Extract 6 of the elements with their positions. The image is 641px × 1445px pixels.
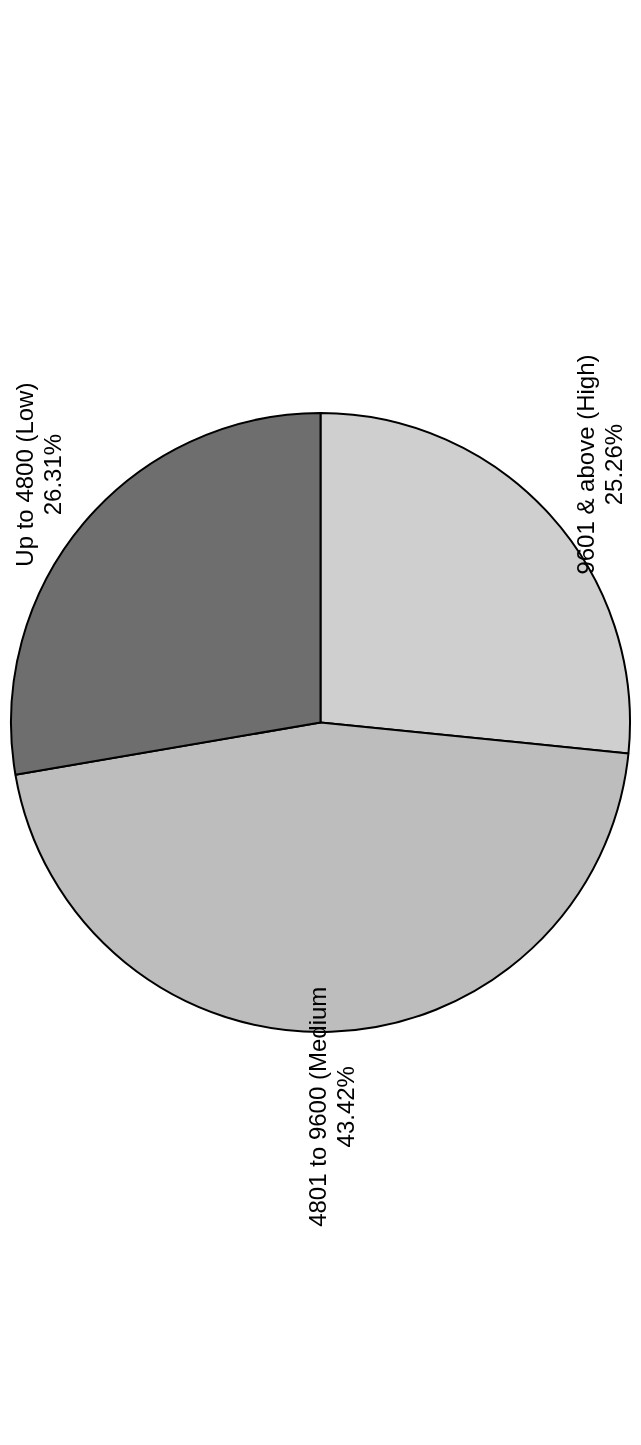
data-label: 26.31% (38, 433, 66, 516)
slice-label: 4801 to 9600 (Medium (304, 986, 332, 1227)
slice-label: 9601 & above (High) (571, 354, 599, 575)
data-label: 25.26% (599, 423, 627, 506)
data-label: 43.42% (332, 1066, 360, 1148)
slice-label: Up to 4800 (Low) (10, 382, 38, 567)
